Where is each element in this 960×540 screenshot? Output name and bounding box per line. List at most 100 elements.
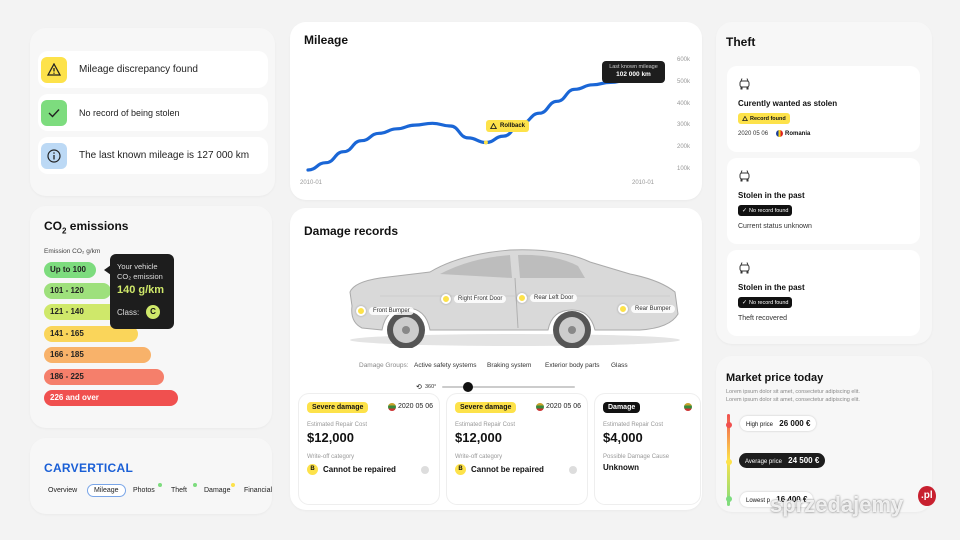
high-price-pill: High price 26 000 € (740, 416, 817, 431)
damage-group-active-safety[interactable]: Active safety systems (414, 362, 477, 369)
theft-record: Stolen in the past ✓ No record found Cur… (727, 158, 920, 244)
checkmark-icon: ✓ (742, 300, 748, 306)
checkmark-icon: ✓ (742, 208, 748, 214)
damage-marker (441, 294, 451, 304)
rollback-badge[interactable]: Rollback (486, 120, 530, 132)
mileage-tooltip: Last known mileage 102 000 km (602, 61, 665, 83)
severity-badge: Severe damage (307, 402, 369, 413)
co2-class-badge: C (146, 305, 160, 319)
alert-mileage-discrepancy[interactable]: Mileage discrepancy found (38, 51, 268, 88)
co2-bar: 101 - 120 (44, 283, 111, 299)
car-label-rear-bumper[interactable]: Rear Bumper (618, 304, 675, 314)
car-label-rear-left-door[interactable]: Rear Left Door (517, 293, 578, 303)
info-toggle-icon[interactable] (569, 466, 577, 474)
rotation-slider-thumb[interactable] (463, 382, 473, 392)
co2-bar: 226 and over (44, 390, 178, 406)
theft-heading: Curently wanted as stolen (738, 99, 838, 108)
lowest-price-pill: Lowest p 16 400 € (740, 492, 814, 507)
cost-value: $4,000 (603, 430, 643, 445)
no-record-badge: ✓ No record found (738, 297, 793, 308)
warning-triangle-icon (490, 123, 497, 129)
car-label-right-front-door[interactable]: Right Front Door (441, 294, 507, 304)
price-scale-tick (726, 422, 732, 428)
alert-last-mileage[interactable]: The last known mileage is 127 000 km (38, 137, 268, 174)
average-price-label: Average price (745, 459, 782, 465)
damage-group-exterior[interactable]: Exterior body parts (545, 362, 600, 369)
co2-tooltip-value: 140 g/km (117, 284, 165, 296)
car-label-front-bumper[interactable]: Front Bumper (356, 306, 414, 316)
mileage-card (290, 22, 702, 200)
category-label: Possible Damage Cause (603, 454, 670, 460)
car-front-icon (739, 78, 750, 90)
theft-country: Romania (785, 131, 811, 137)
x-tick-start: 2010-01 (300, 180, 323, 186)
damage-group-braking[interactable]: Braking system (487, 362, 532, 369)
no-record-badge: ✓ No record found (738, 205, 793, 216)
badge-text: No record found (749, 207, 789, 214)
damage-groups-label: Damage Groups: (359, 362, 409, 369)
warning-triangle-icon (41, 56, 67, 83)
info-toggle-icon[interactable] (421, 466, 429, 474)
view-360-label: 360° (425, 384, 437, 390)
watermark-text: sprzedajemy (770, 492, 904, 517)
y-tick: 500k (677, 79, 691, 85)
rotation-slider-track[interactable] (442, 386, 575, 388)
market-description: Lorem ipsum dolor sit amet, consectetur … (726, 389, 860, 403)
high-price-value: 26 000 € (779, 419, 811, 428)
tab-theft[interactable]: Theft (171, 487, 187, 494)
average-price-pill: Average price 24 500 € (739, 453, 826, 468)
tab-indicator-dot (231, 483, 235, 487)
market-title: Market price today (726, 372, 824, 384)
x-tick-end: 2010-01 (632, 180, 655, 186)
tab-photos[interactable]: Photos (133, 487, 155, 494)
tab-damage[interactable]: Damage (204, 487, 231, 494)
theft-title: Theft (726, 35, 756, 49)
romania-flag-icon (776, 130, 783, 137)
mileage-line (306, 76, 648, 172)
mileage-title: Mileage (304, 33, 349, 47)
cost-label: Estimated Repair Cost (455, 422, 516, 428)
theft-date: 2020 05 06 (738, 131, 769, 137)
info-icon (41, 142, 67, 169)
tab-indicator-dot (193, 483, 197, 487)
co2-title-sub: 2 (62, 226, 67, 236)
lowest-price-value: 16 400 € (776, 495, 808, 504)
watermark-suffix-text: .pl (921, 490, 933, 501)
tab-overview[interactable]: Overview (48, 487, 78, 494)
warning-triangle-icon (742, 116, 748, 121)
car-label-text: Rear Left Door (530, 294, 578, 302)
alert-text: Mileage discrepancy found (79, 64, 198, 75)
cost-label: Estimated Repair Cost (307, 422, 368, 428)
theft-record: Curently wanted as stolen Record found 2… (727, 66, 920, 152)
damage-record-card[interactable]: Damage Estimated Repair Cost $4,000 Poss… (595, 394, 700, 504)
category-label: Write-off category (307, 454, 355, 460)
damage-marker (356, 306, 366, 316)
flag-icon (684, 403, 692, 411)
co2-tooltip: Your vehicle CO₂ emission 140 g/km Class… (104, 254, 174, 329)
rollback-point (483, 140, 488, 145)
y-tick: 100k (677, 166, 691, 172)
damage-record-card[interactable]: Severe damage 2020 05 06 Estimated Repai… (299, 394, 439, 504)
badge-text: Record found (750, 115, 786, 122)
mileage-chart (306, 76, 648, 172)
damage-group-glass[interactable]: Glass (611, 362, 628, 369)
flag-icon (388, 403, 396, 411)
co2-tooltip-line2: CO₂ emission (117, 272, 163, 281)
co2-bar: 186 - 225 (44, 369, 164, 385)
brand-card (30, 438, 272, 514)
price-scale-tick (726, 459, 732, 465)
severity-badge: Severe damage (455, 402, 517, 413)
alert-no-stolen-record[interactable]: No record of being stolen (38, 94, 268, 131)
rotate-360-icon: ⟲ (416, 384, 422, 391)
tab-financial[interactable]: Financial (244, 487, 273, 494)
sprzedajemy-watermark: sprzedajemy (770, 492, 903, 518)
damage-record-card[interactable]: Severe damage 2020 05 06 Estimated Repai… (447, 394, 587, 504)
alert-text: No record of being stolen (79, 107, 180, 118)
co2-axis-label: Emission CO₂ g/km (44, 248, 101, 255)
cost-value: $12,000 (455, 430, 502, 445)
damage-title: Damage records (304, 224, 399, 238)
car-front-icon (739, 170, 750, 182)
rollback-label: Rollback (500, 123, 526, 129)
tab-mileage[interactable]: Mileage (87, 484, 126, 497)
record-found-badge: Record found (738, 113, 790, 124)
